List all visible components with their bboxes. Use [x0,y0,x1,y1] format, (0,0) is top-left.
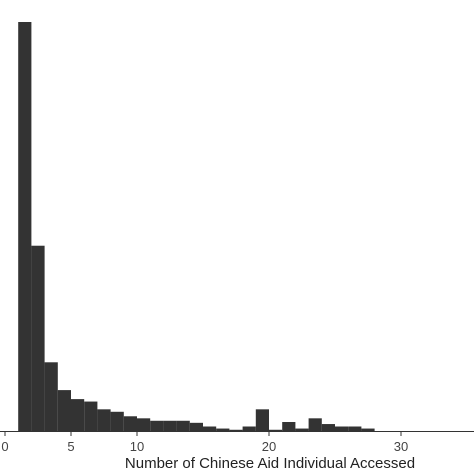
histogram-bar-4 [57,390,71,431]
histogram-bar-2 [31,245,45,431]
histogram-bar-27 [361,428,375,431]
histogram-bar-21 [282,422,296,431]
histogram-bar-6 [84,401,98,431]
histogram-bar-23 [308,418,322,431]
histogram-bar-12 [163,420,177,431]
histogram-bar-19 [255,409,269,431]
x-tick-label-30: 30 [394,439,408,454]
histogram-bar-25 [335,426,349,431]
histogram-bar-10 [137,418,151,431]
histogram-bar-14 [189,422,203,431]
histogram-bar-22 [295,428,309,431]
histogram-bars [18,22,375,431]
x-axis-ticks: 0 5 10 20 30 [1,431,408,454]
histogram-bar-24 [321,424,335,431]
x-tick-label-10: 10 [130,439,144,454]
histogram-bar-16 [216,428,230,431]
histogram-bar-5 [71,399,85,431]
histogram-bar-11 [150,420,164,431]
histogram-bar-17 [229,429,243,431]
histogram-bar-8 [110,411,124,431]
histogram-bar-13 [176,420,190,431]
histogram-bar-26 [348,426,362,431]
histogram-bar-7 [97,409,111,431]
histogram-bar-20 [269,429,283,431]
x-axis-title: Number of Chinese Aid Individual Accesse… [125,455,415,472]
x-tick-label-0: 0 [1,439,8,454]
histogram-bar-3 [44,362,58,431]
histogram-bar-9 [123,416,137,431]
x-tick-label-5: 5 [67,439,74,454]
x-tick-label-20: 20 [262,439,276,454]
histogram-bar-15 [203,426,217,431]
histogram-bar-18 [242,426,256,431]
histogram-bar-1 [18,22,32,431]
